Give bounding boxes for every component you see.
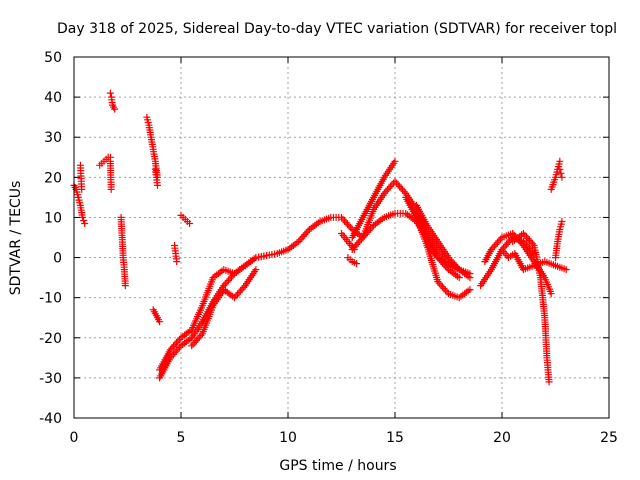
- series-u: [423, 242, 474, 278]
- series-i: [149, 306, 164, 326]
- x-tick-label: 5: [177, 430, 186, 446]
- series-ab: [552, 218, 566, 262]
- series-n: [188, 266, 260, 350]
- point-markers: [344, 254, 360, 268]
- point-markers: [556, 165, 566, 181]
- y-tick-label: 0: [53, 251, 62, 267]
- x-tick-label: 25: [600, 430, 618, 446]
- plot-frame: [73, 56, 610, 419]
- point-markers: [117, 213, 129, 290]
- series-t: [412, 201, 463, 274]
- point-markers: [188, 266, 260, 350]
- point-markers: [423, 242, 474, 278]
- point-markers: [348, 157, 399, 241]
- y-tick-label: 50: [44, 50, 62, 66]
- series-x: [498, 246, 570, 274]
- point-markers: [412, 201, 463, 274]
- series-s: [402, 193, 474, 302]
- point-markers: [106, 157, 115, 193]
- series-f: [117, 213, 129, 290]
- series-e: [106, 89, 119, 113]
- x-axis-label: GPS time / hours: [279, 458, 396, 474]
- x-tick-label: 0: [70, 430, 79, 446]
- series-d: [106, 157, 115, 193]
- series-h: [151, 165, 161, 189]
- point-markers: [149, 306, 164, 326]
- y-tick-label: 30: [44, 130, 62, 146]
- y-tick-label: -10: [39, 291, 62, 307]
- y-tick-label: -20: [39, 331, 62, 347]
- point-markers: [96, 153, 114, 169]
- series-aa: [556, 165, 566, 181]
- y-tick-label: 10: [44, 210, 62, 226]
- x-tick-label: 15: [386, 430, 404, 446]
- point-markers: [552, 218, 566, 262]
- y-tick-label: 40: [44, 90, 62, 106]
- point-markers: [402, 193, 474, 302]
- series-q: [348, 157, 399, 241]
- point-markers: [106, 89, 119, 113]
- y-tick-label: -40: [39, 411, 62, 427]
- series-j: [171, 242, 181, 266]
- point-markers: [177, 211, 194, 227]
- x-tick-label: 10: [279, 430, 297, 446]
- y-tick-label: -30: [39, 371, 62, 387]
- point-markers: [156, 252, 271, 374]
- data-points: [70, 89, 570, 386]
- point-markers: [76, 161, 86, 193]
- series-c: [96, 153, 114, 169]
- point-markers: [498, 246, 570, 274]
- point-markers: [151, 165, 161, 189]
- x-tick-label: 20: [493, 430, 511, 446]
- series-b: [76, 161, 86, 193]
- series-m: [156, 252, 271, 374]
- point-markers: [509, 230, 553, 386]
- axis-ticks: 0 5 10 15 20 25 -40 -30 -20 -10 0 10 20 30 40 50: [39, 50, 618, 446]
- y-tick-label: 20: [44, 170, 62, 186]
- series-p: [344, 254, 360, 268]
- series-y: [509, 230, 553, 386]
- y-axis-label: SDTVAR / TECUs: [8, 181, 24, 296]
- point-markers: [171, 242, 181, 266]
- chart-title: Day 318 of 2025, Sidereal Day-to-day VTE…: [57, 21, 617, 37]
- series-k: [177, 211, 194, 227]
